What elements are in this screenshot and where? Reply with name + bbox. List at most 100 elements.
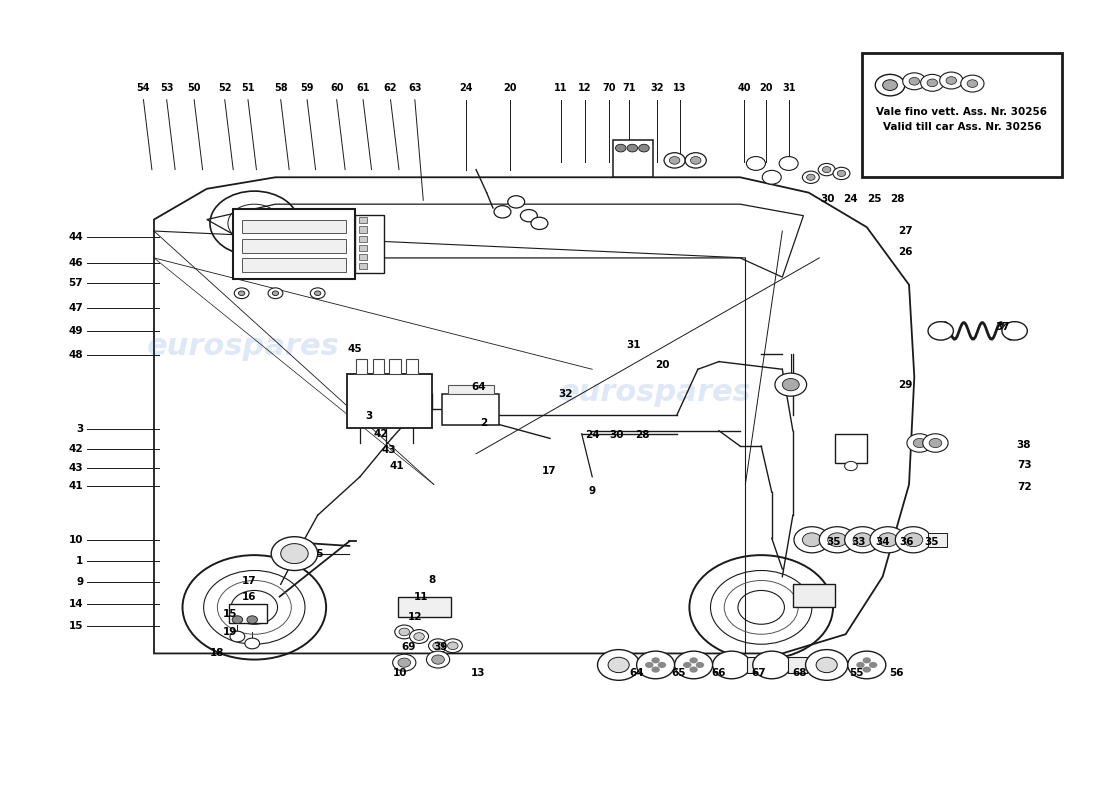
Circle shape: [913, 438, 926, 448]
FancyBboxPatch shape: [242, 219, 346, 234]
Text: eurospares: eurospares: [147, 332, 340, 361]
Text: 17: 17: [242, 576, 256, 586]
Text: 62: 62: [384, 83, 397, 93]
Circle shape: [762, 170, 781, 184]
Circle shape: [431, 655, 444, 664]
Text: 65: 65: [672, 668, 686, 678]
Circle shape: [833, 167, 850, 179]
Text: 11: 11: [414, 592, 428, 602]
Text: 52: 52: [218, 83, 231, 93]
FancyBboxPatch shape: [348, 374, 431, 428]
Circle shape: [960, 75, 984, 92]
Text: 49: 49: [68, 326, 84, 336]
Text: 61: 61: [356, 83, 370, 93]
FancyBboxPatch shape: [359, 263, 367, 270]
Text: 22: 22: [898, 57, 912, 67]
Circle shape: [967, 80, 978, 87]
FancyBboxPatch shape: [398, 598, 451, 617]
FancyBboxPatch shape: [359, 218, 367, 223]
FancyBboxPatch shape: [852, 533, 871, 546]
FancyBboxPatch shape: [373, 358, 384, 374]
Text: 2: 2: [481, 418, 487, 428]
Circle shape: [690, 658, 697, 663]
Circle shape: [637, 651, 674, 678]
Text: 54: 54: [136, 83, 151, 93]
Text: 64: 64: [629, 668, 644, 678]
Text: 3: 3: [76, 424, 84, 434]
Text: 39: 39: [433, 642, 448, 652]
Text: 58: 58: [274, 83, 287, 93]
Text: 27: 27: [899, 226, 913, 236]
Circle shape: [904, 533, 923, 546]
Circle shape: [398, 658, 410, 667]
Circle shape: [414, 633, 425, 640]
Circle shape: [651, 658, 660, 663]
Circle shape: [818, 163, 835, 176]
Text: 45: 45: [348, 344, 362, 354]
Text: 28: 28: [890, 194, 904, 204]
Text: 40: 40: [738, 83, 751, 93]
Circle shape: [869, 662, 878, 668]
Text: 31: 31: [626, 341, 640, 350]
Text: 13: 13: [471, 668, 485, 678]
Circle shape: [427, 651, 450, 668]
Text: 43: 43: [68, 462, 84, 473]
Text: 9: 9: [76, 577, 84, 587]
Text: 42: 42: [68, 444, 84, 454]
Text: 46: 46: [68, 258, 84, 268]
Circle shape: [823, 166, 830, 173]
Circle shape: [508, 196, 525, 208]
Circle shape: [685, 153, 706, 168]
FancyBboxPatch shape: [614, 141, 653, 178]
Text: 70: 70: [603, 83, 616, 93]
Text: 19: 19: [223, 627, 238, 637]
Text: 12: 12: [408, 611, 422, 622]
FancyBboxPatch shape: [448, 385, 494, 394]
Circle shape: [882, 80, 898, 90]
Circle shape: [246, 616, 257, 623]
Text: 16: 16: [242, 592, 256, 602]
Text: 24: 24: [844, 194, 858, 204]
Circle shape: [280, 544, 308, 563]
Circle shape: [310, 288, 326, 298]
Circle shape: [429, 639, 448, 653]
Text: 57: 57: [68, 278, 84, 288]
Circle shape: [234, 288, 249, 298]
Text: 1: 1: [76, 555, 84, 566]
Text: 12: 12: [579, 83, 592, 93]
Circle shape: [816, 658, 837, 673]
Text: 51: 51: [241, 83, 255, 93]
Text: 64: 64: [472, 382, 486, 392]
Circle shape: [870, 526, 906, 553]
Text: 9: 9: [588, 486, 595, 496]
Text: 50: 50: [187, 83, 201, 93]
Circle shape: [393, 654, 416, 671]
FancyBboxPatch shape: [748, 658, 767, 673]
Text: 10: 10: [68, 534, 84, 545]
Circle shape: [1002, 322, 1027, 340]
FancyBboxPatch shape: [229, 603, 267, 622]
Circle shape: [930, 438, 942, 448]
Text: Vale fino vett. Ass. Nr. 30256: Vale fino vett. Ass. Nr. 30256: [877, 107, 1047, 117]
Circle shape: [794, 526, 829, 553]
Text: 10: 10: [393, 668, 407, 678]
Circle shape: [903, 73, 926, 90]
Circle shape: [232, 616, 243, 623]
Text: 33: 33: [851, 537, 866, 547]
Text: 24: 24: [585, 430, 600, 439]
Text: 41: 41: [389, 461, 404, 471]
Circle shape: [848, 651, 886, 678]
FancyBboxPatch shape: [835, 434, 867, 463]
Circle shape: [674, 651, 713, 678]
Circle shape: [837, 170, 846, 177]
FancyBboxPatch shape: [359, 254, 367, 260]
Circle shape: [669, 157, 680, 164]
Circle shape: [664, 153, 685, 168]
Circle shape: [651, 666, 660, 673]
Circle shape: [806, 174, 815, 180]
Circle shape: [399, 628, 409, 636]
Circle shape: [597, 650, 640, 680]
Circle shape: [409, 630, 429, 643]
Circle shape: [432, 642, 443, 650]
Circle shape: [854, 533, 872, 546]
